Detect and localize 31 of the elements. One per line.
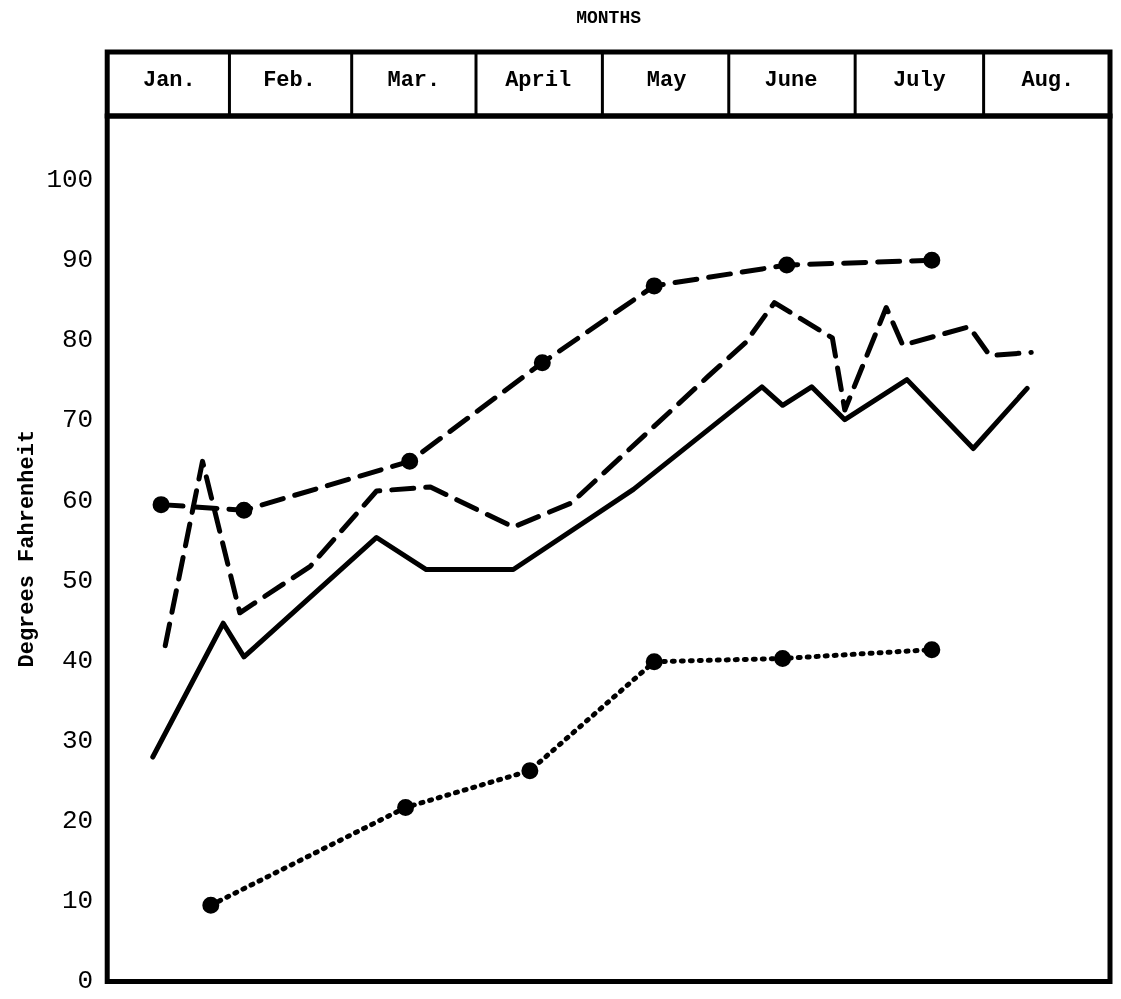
y-tick-label: 0 xyxy=(77,966,94,997)
x-tick-label: May xyxy=(646,68,687,94)
y-tick-label: 70 xyxy=(61,405,94,436)
x-tick-label: Feb. xyxy=(263,68,316,94)
y-tick-label: 100 xyxy=(46,164,94,195)
point xyxy=(401,452,419,470)
y-tick-label: 80 xyxy=(61,325,94,356)
x-tick-label: Aug. xyxy=(1021,68,1075,94)
x-tick-label: Mar. xyxy=(387,68,441,94)
y-axis-title: Degrees Fahrenheit xyxy=(14,429,40,668)
y-tick-label: 20 xyxy=(61,806,94,837)
point xyxy=(923,641,941,659)
point xyxy=(521,762,539,780)
point xyxy=(774,649,792,667)
x-tick-label: June xyxy=(764,68,818,94)
point xyxy=(645,277,663,295)
point xyxy=(397,799,415,817)
point xyxy=(533,354,551,372)
point xyxy=(923,251,941,269)
y-tick-label: 60 xyxy=(61,485,94,516)
x-tick-label: April xyxy=(505,68,572,94)
x-tick-label: Jan. xyxy=(142,68,196,94)
x-axis-title: MONTHS xyxy=(576,8,642,29)
y-tick-label: 30 xyxy=(61,725,94,756)
y-tick-label: 90 xyxy=(61,245,94,276)
y-tick-label: 40 xyxy=(61,645,94,676)
y-tick-label: 50 xyxy=(61,565,94,596)
point xyxy=(778,256,796,274)
y-tick-label: 10 xyxy=(61,886,94,917)
point xyxy=(645,653,663,671)
x-tick-label: July xyxy=(892,68,946,94)
